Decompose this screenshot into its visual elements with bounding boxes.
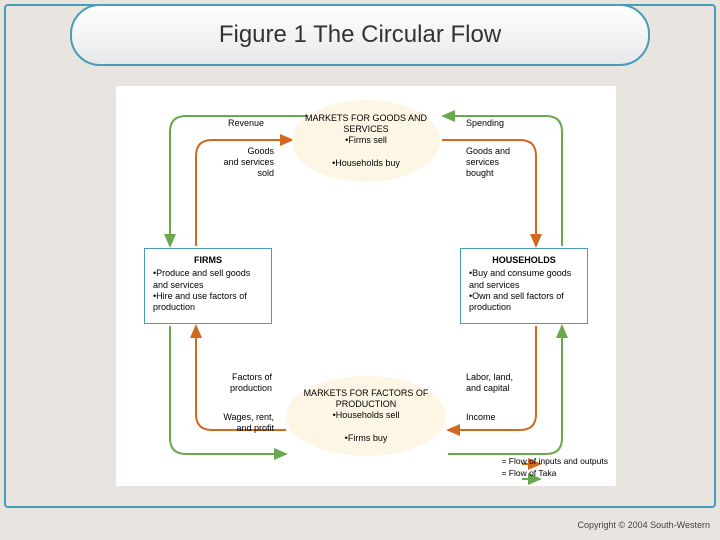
firms-b2: •Hire and use factors of production: [153, 291, 247, 312]
label-labor: Labor, land, and capital: [466, 372, 513, 394]
market-goods-services: MARKETS FOR GOODS AND SERVICES •Firms se…: [292, 100, 440, 182]
legend: = Flow of inputs and outputs = Flow of T…: [475, 454, 608, 478]
households-b2: •Own and sell factors of production: [469, 291, 564, 312]
legend-money: = Flow of Taka: [501, 468, 556, 478]
label-goods-sold: Goods and services sold: [204, 146, 274, 178]
market-bottom-b1: •Households sell: [333, 410, 400, 421]
outer-frame: Figure 1 The Circular Flow: [4, 4, 716, 508]
circular-flow-diagram: MARKETS FOR GOODS AND SERVICES •Firms se…: [116, 86, 616, 486]
label-gs-bought: Goods and services bought: [466, 146, 510, 178]
market-top-b1: •Firms sell: [345, 135, 387, 146]
copyright-text: Copyright © 2004 South-Western: [577, 520, 710, 530]
households-b1: •Buy and consume goods and services: [469, 268, 571, 289]
firms-b1: •Produce and sell goods and services: [153, 268, 250, 289]
label-wages: Wages, rent, and profit: [204, 412, 274, 434]
figure-title: Figure 1 The Circular Flow: [70, 4, 650, 66]
legend-inputs: = Flow of inputs and outputs: [501, 456, 608, 466]
firms-title: FIRMS: [153, 255, 263, 266]
households-title: HOUSEHOLDS: [469, 255, 579, 266]
firms-box: FIRMS •Produce and sell goods and servic…: [144, 248, 272, 324]
label-factors: Factors of production: [212, 372, 272, 394]
label-income: Income: [466, 412, 496, 423]
households-box: HOUSEHOLDS •Buy and consume goods and se…: [460, 248, 588, 324]
market-bottom-b2: •Firms buy: [345, 433, 388, 444]
label-revenue: Revenue: [204, 118, 264, 129]
market-top-title: MARKETS FOR GOODS AND SERVICES: [298, 113, 434, 136]
market-bottom-title: MARKETS FOR FACTORS OF PRODUCTION: [292, 388, 440, 411]
market-top-b2: •Households buy: [332, 158, 400, 169]
market-factors: MARKETS FOR FACTORS OF PRODUCTION •House…: [286, 376, 446, 456]
label-spending: Spending: [466, 118, 504, 129]
